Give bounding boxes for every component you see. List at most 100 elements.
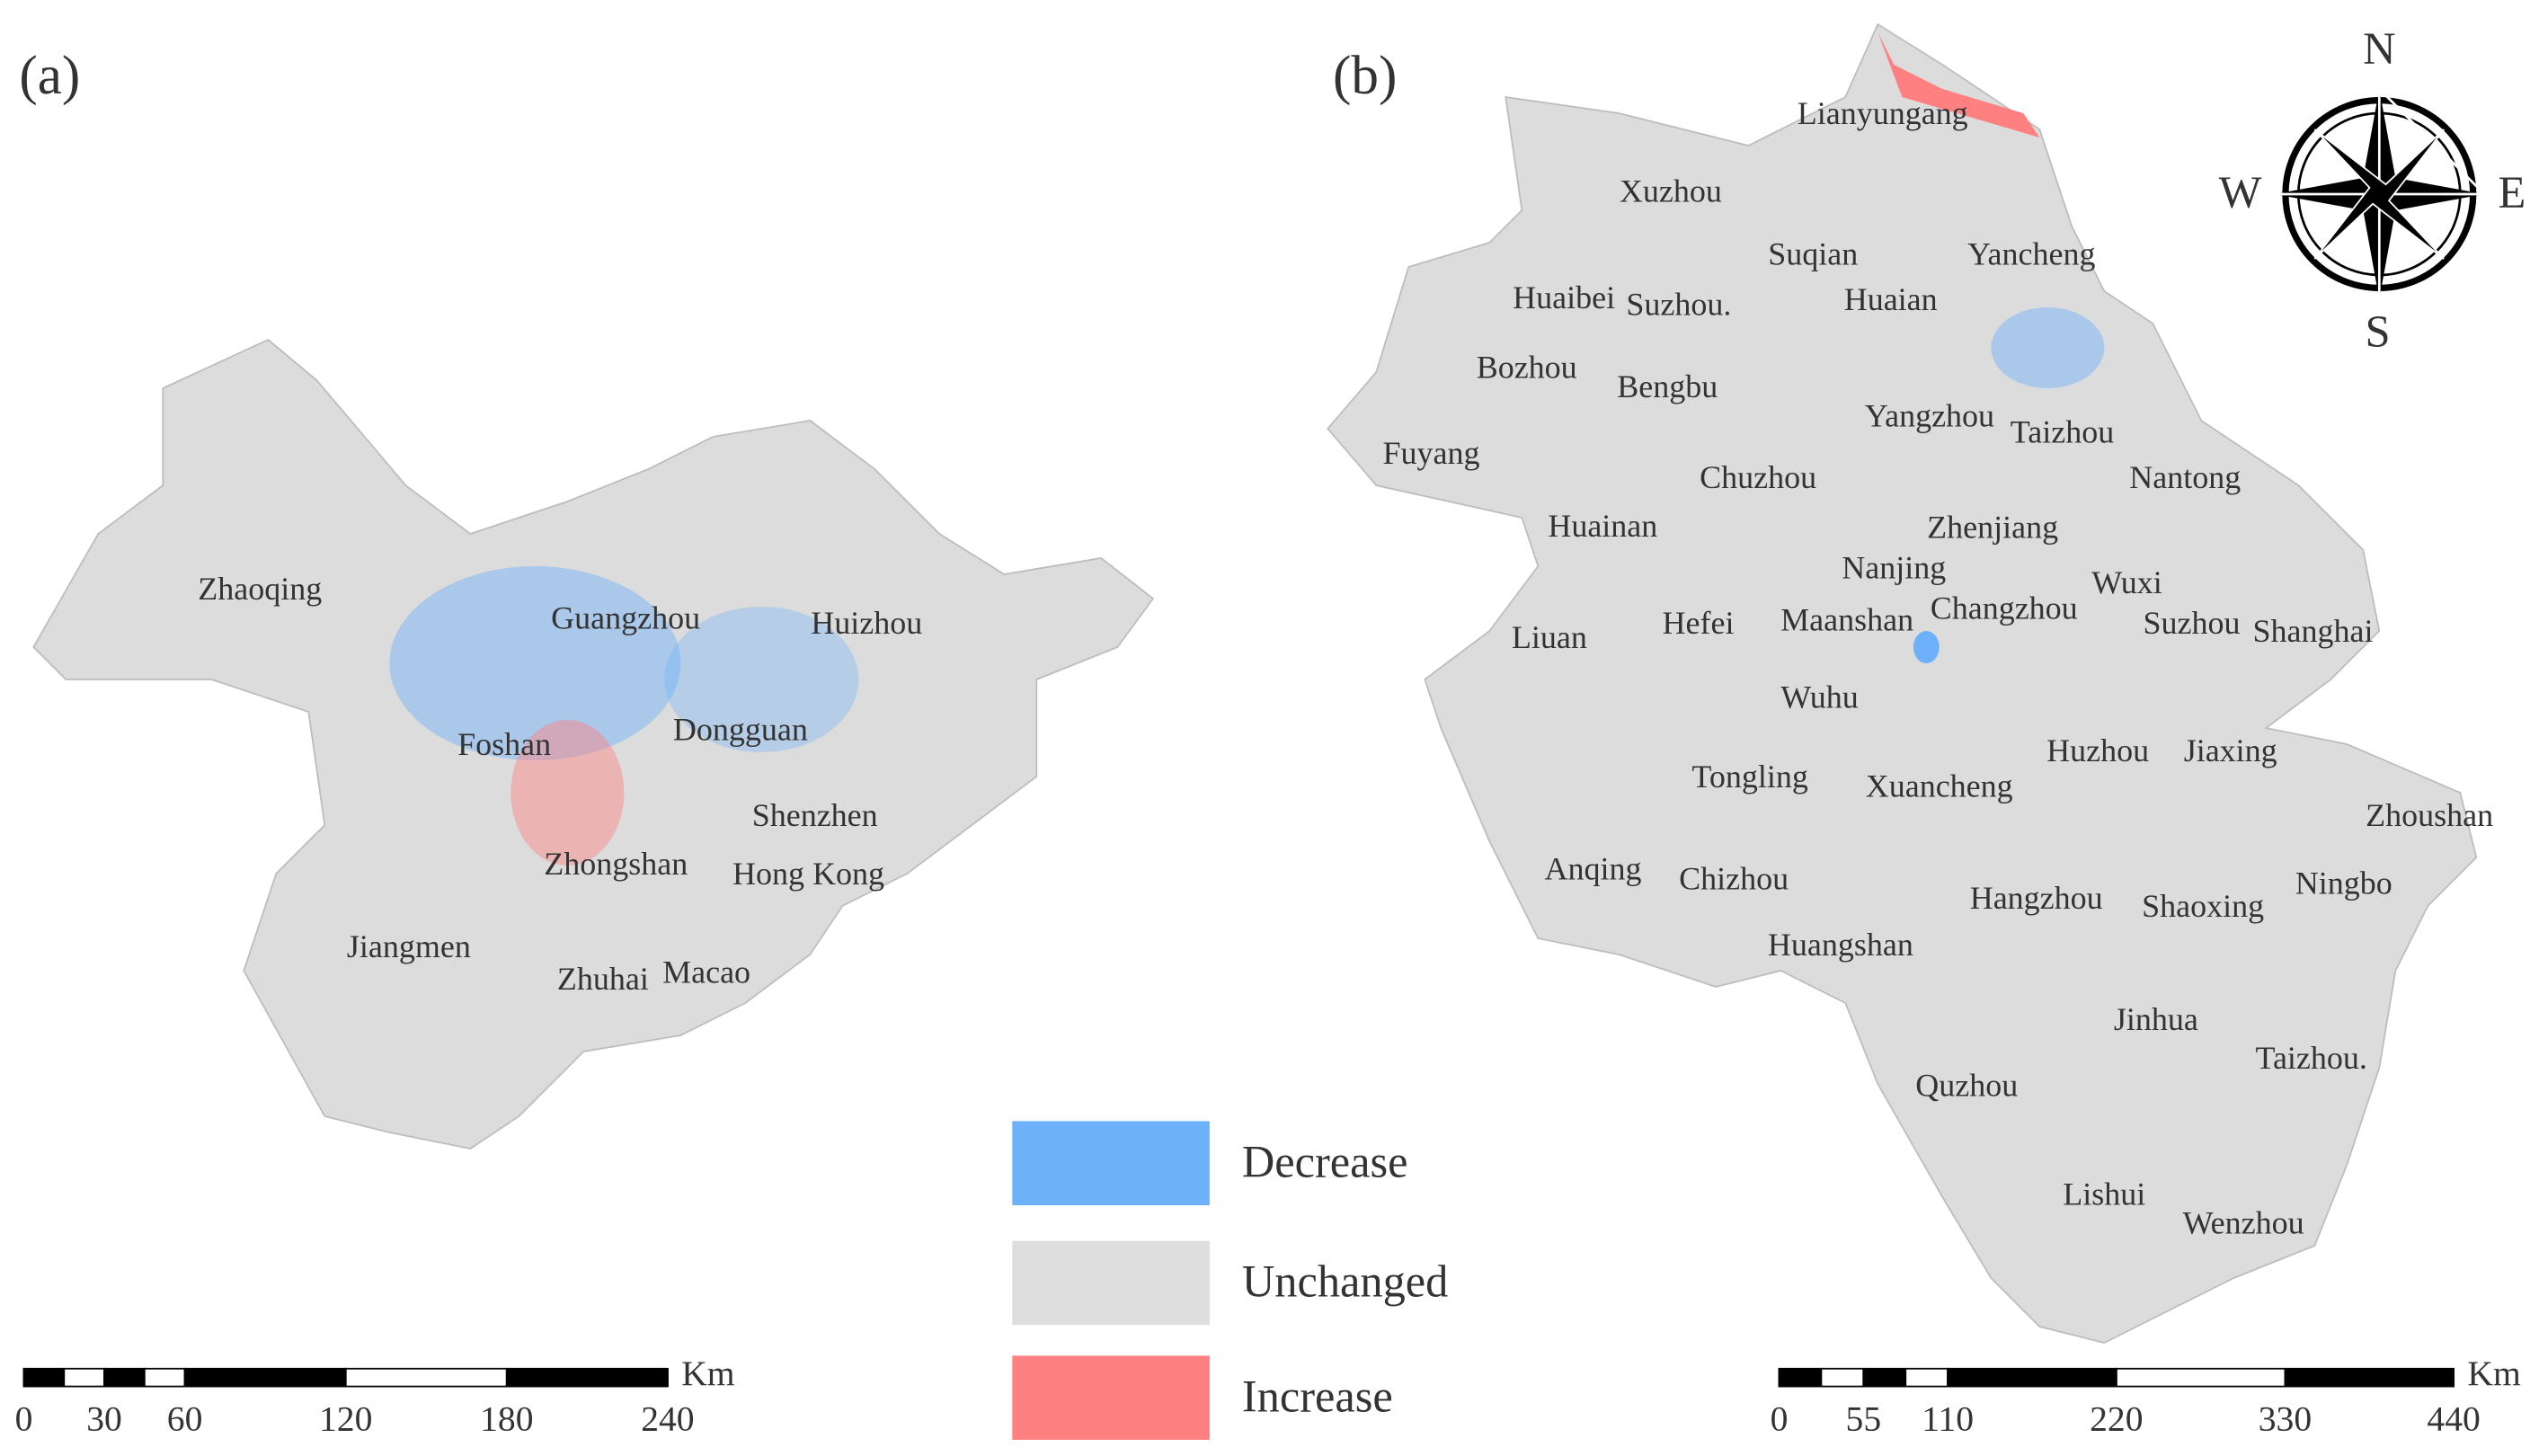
city-label: Changzhou [1931, 590, 2078, 626]
scale-unit: Km [681, 1354, 735, 1393]
city-label: Yangzhou [1865, 397, 1994, 433]
scale-segment [1904, 1367, 1949, 1388]
city-label: Huizhou [811, 605, 922, 641]
region-b-map [1327, 22, 2478, 1344]
scale-tick-label: 110 [1922, 1398, 1974, 1438]
city-label: Wuhu [1780, 679, 1859, 715]
scale-tick-label: 440 [2427, 1398, 2480, 1438]
city-label: Nanjing [1842, 550, 1946, 586]
city-label: Bengbu [1617, 368, 1718, 404]
decrease-patch [1991, 307, 2105, 388]
city-label: Fuyang [1383, 435, 1480, 471]
city-label: Huaian [1844, 281, 1938, 317]
city-label: Liuan [1512, 619, 1587, 655]
scale-tick-label: 30 [86, 1398, 122, 1438]
increase-patch [1878, 32, 2040, 138]
scale-segment [103, 1367, 146, 1388]
scale-segment [143, 1367, 186, 1388]
city-label: Chuzhou [1700, 459, 1816, 495]
legend-swatch [1012, 1121, 1210, 1205]
legend-swatch [1012, 1355, 1210, 1440]
compass-letter: S [2365, 306, 2390, 357]
city-label: Yancheng [1967, 235, 2095, 271]
region-a-map [32, 338, 1155, 1150]
city-label: Bozhou [1477, 349, 1577, 385]
legend-label: Unchanged [1242, 1256, 1448, 1307]
city-label: Nantong [2129, 459, 2241, 495]
city-label: Jinhua [2114, 1001, 2198, 1037]
scale-tick-label: 240 [641, 1398, 694, 1438]
panel-label: (a) [19, 45, 80, 106]
scale-segment [505, 1367, 669, 1388]
scale-tick-label: 330 [2259, 1398, 2312, 1438]
scale-segment [63, 1367, 105, 1388]
city-label: Zhongshan [544, 846, 688, 882]
city-label: Guangzhou [551, 599, 700, 635]
decrease-patch [1913, 631, 1940, 663]
city-label: Hangzhou [1970, 880, 2103, 916]
city-label: Suqian [1768, 235, 1858, 271]
scale-tick-label: 120 [319, 1398, 372, 1438]
city-label: Shanghai [2253, 613, 2374, 649]
scale-tick-label: 55 [1846, 1398, 1882, 1438]
city-label: Hong Kong [732, 856, 884, 892]
city-label: Huangshan [1768, 927, 1913, 963]
legend-label: Increase [1242, 1371, 1393, 1421]
compass [2274, 85, 2488, 299]
city-label: Wenzhou [2183, 1205, 2304, 1241]
city-label: Huaibei [1513, 280, 1615, 315]
scale-tick-label: 180 [480, 1398, 533, 1438]
scale-segment [1947, 1367, 2117, 1388]
city-label: Hefei [1663, 605, 1735, 641]
compass-letter: E [2499, 167, 2526, 218]
city-label: Chizhou [1679, 860, 1789, 896]
city-label: Quzhou [1915, 1068, 2018, 1104]
city-label: Anqing [1545, 850, 1642, 886]
city-label: Shenzhen [752, 797, 878, 833]
city-label: Zhoushan [2366, 797, 2493, 833]
scale-tick-label: 0 [15, 1398, 33, 1438]
city-label: Taizhou [2011, 413, 2114, 449]
scale-segment [2284, 1367, 2455, 1388]
city-label: Suzhou [2144, 605, 2241, 641]
scale-segment [183, 1367, 347, 1388]
city-label: Suzhou. [1626, 286, 1731, 322]
city-label: Macao [662, 954, 750, 990]
compass-star [2313, 129, 2446, 260]
city-label: Huainan [1548, 508, 1657, 544]
scale-segment [22, 1367, 66, 1388]
decrease-patch [389, 566, 681, 760]
legend-swatch [1012, 1240, 1210, 1326]
scale-unit: Km [2467, 1354, 2521, 1393]
city-label: Lishui [2063, 1176, 2145, 1212]
city-label: Zhaoqing [198, 571, 322, 607]
city-label: Jiaxing [2184, 732, 2277, 768]
city-label: Zhenjiang [1927, 510, 2058, 546]
scale-tick-label: 220 [2090, 1398, 2143, 1438]
scale-tick-label: 60 [167, 1398, 203, 1438]
decrease-patch [664, 607, 859, 752]
panel-label: (b) [1333, 45, 1397, 106]
city-label: Wuxi [2091, 564, 2162, 600]
scale-segment [2115, 1367, 2286, 1388]
scale-tick-label: 0 [1771, 1398, 1789, 1438]
city-label: Shaoxing [2142, 888, 2264, 924]
scale-segment [1862, 1367, 1907, 1388]
city-label: Foshan [457, 726, 551, 762]
city-label: Dongguan [673, 712, 808, 748]
city-label: Maanshan [1780, 601, 1913, 637]
city-label: Huzhou [2046, 732, 2149, 768]
scale-segment [1820, 1367, 1865, 1388]
compass-letter: W [2219, 167, 2262, 218]
city-label: Taizhou. [2255, 1040, 2366, 1076]
city-label: Ningbo [2295, 866, 2393, 901]
city-label: Xuancheng [1866, 768, 2013, 804]
city-label: Tongling [1691, 759, 1807, 795]
scale-segment [344, 1367, 508, 1388]
increase-patch [510, 720, 625, 866]
scale-segment [1778, 1367, 1823, 1388]
compass-star [2274, 85, 2488, 299]
legend-label: Decrease [1242, 1136, 1408, 1186]
